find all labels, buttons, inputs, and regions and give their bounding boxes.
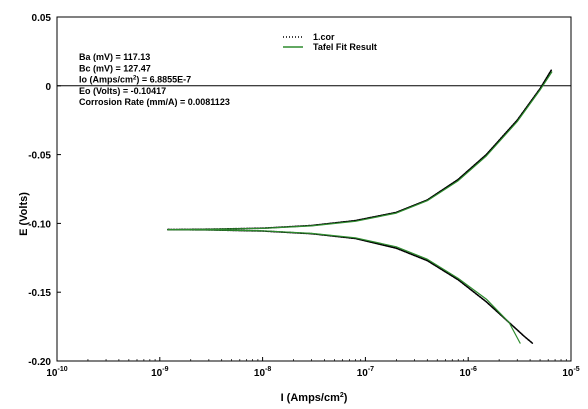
annotation-value: 0.0081123 [188,97,230,107]
y-tick-label: -0.10 [28,219,51,230]
x-tick-exponent: -5 [573,366,579,373]
annotation-label: Eo (Volts) [79,86,120,96]
annotation-line: Eo (Volts) = -0.10417 [79,86,166,96]
x-tick-base: 10 [460,368,472,379]
annotation-label: Ba (mV) [79,52,113,62]
x-tick-label: 10-9 [151,366,168,379]
annotation-value: -0.10417 [131,86,167,96]
x-axis-label-main: I (Amps/cm [281,392,341,404]
y-tick-label: 0 [45,82,51,93]
legend-label-1cor: 1.cor [313,32,335,42]
annotation-line: Ba (mV) = 117.13 [79,52,150,62]
x-tick-label: 10-8 [254,366,271,379]
annotation-line: Corrosion Rate (mm/A) = 0.0081123 [79,97,230,107]
annotation-value: 117.13 [123,52,150,62]
y-axis-label: E (Volts) [18,192,30,236]
x-tick-base: 10 [254,368,266,379]
annotation-line: Bc (mV) = 127.47 [79,63,151,73]
plot-area-frame [56,16,572,362]
annotation-label-close: ) [136,75,139,85]
annotation-label: Io (Amps/cm [79,75,133,85]
x-tick-base: 10 [357,368,369,379]
annotation-separator: = [113,63,123,73]
x-axis-label-close: ) [344,392,348,404]
x-tick-exponent: -6 [471,366,477,373]
x-tick-exponent: -9 [162,366,168,373]
series-tafel-fit-anodic-branch [167,71,553,231]
x-tick-label: 10-5 [562,366,579,379]
x-tick-label: 10-7 [357,366,374,379]
annotation-separator: = [139,75,149,85]
annotation-value: 127.47 [123,63,151,73]
x-axis-ticks: 10-10 10-9 10-8 10-7 10-6 10-5 [46,357,580,379]
x-tick-exponent: -7 [368,366,374,373]
annotation-line: Io (Amps/cm2) = 6.8855E-7 [79,75,191,85]
y-axis-ticks: 0.05 0 -0.05 -0.10 -0.15 -0.20 [28,13,61,368]
x-tick-base: 10 [46,368,58,379]
legend-label-tafel-fit: Tafel Fit Result [313,42,377,52]
series-1cor-anodic-branch [167,68,553,231]
series-1cor-cathodic-branch [167,228,534,344]
annotation-value: 6.8855E-7 [150,75,192,85]
x-tick-base: 10 [151,368,163,379]
annotation-separator: = [113,52,123,62]
y-tick-label: -0.15 [28,288,51,299]
x-axis-label: I (Amps/cm2) [281,392,348,404]
annotation-sup: 2 [133,76,137,82]
x-tick-exponent: -10 [58,366,68,373]
x-tick-base: 10 [562,368,574,379]
x-tick-label: 10-6 [460,366,477,379]
y-tick-label: 0.05 [32,13,52,24]
annotation-separator: = [178,97,188,107]
x-tick-label: 10-10 [46,366,67,379]
y-tick-label: -0.05 [28,151,51,162]
x-tick-exponent: -8 [265,366,271,373]
annotation-separator: = [120,86,130,96]
annotation-label: Bc (mV) [79,63,113,73]
annotation-label: Corrosion Rate (mm/A) [79,97,178,107]
x-axis-label-sup: 2 [340,392,344,399]
series-layer [167,68,553,344]
y-tick-label: -0.20 [28,357,51,368]
series-tafel-fit-cathodic-branch [167,229,521,344]
legend: 1.cor Tafel Fit Result [283,32,377,52]
